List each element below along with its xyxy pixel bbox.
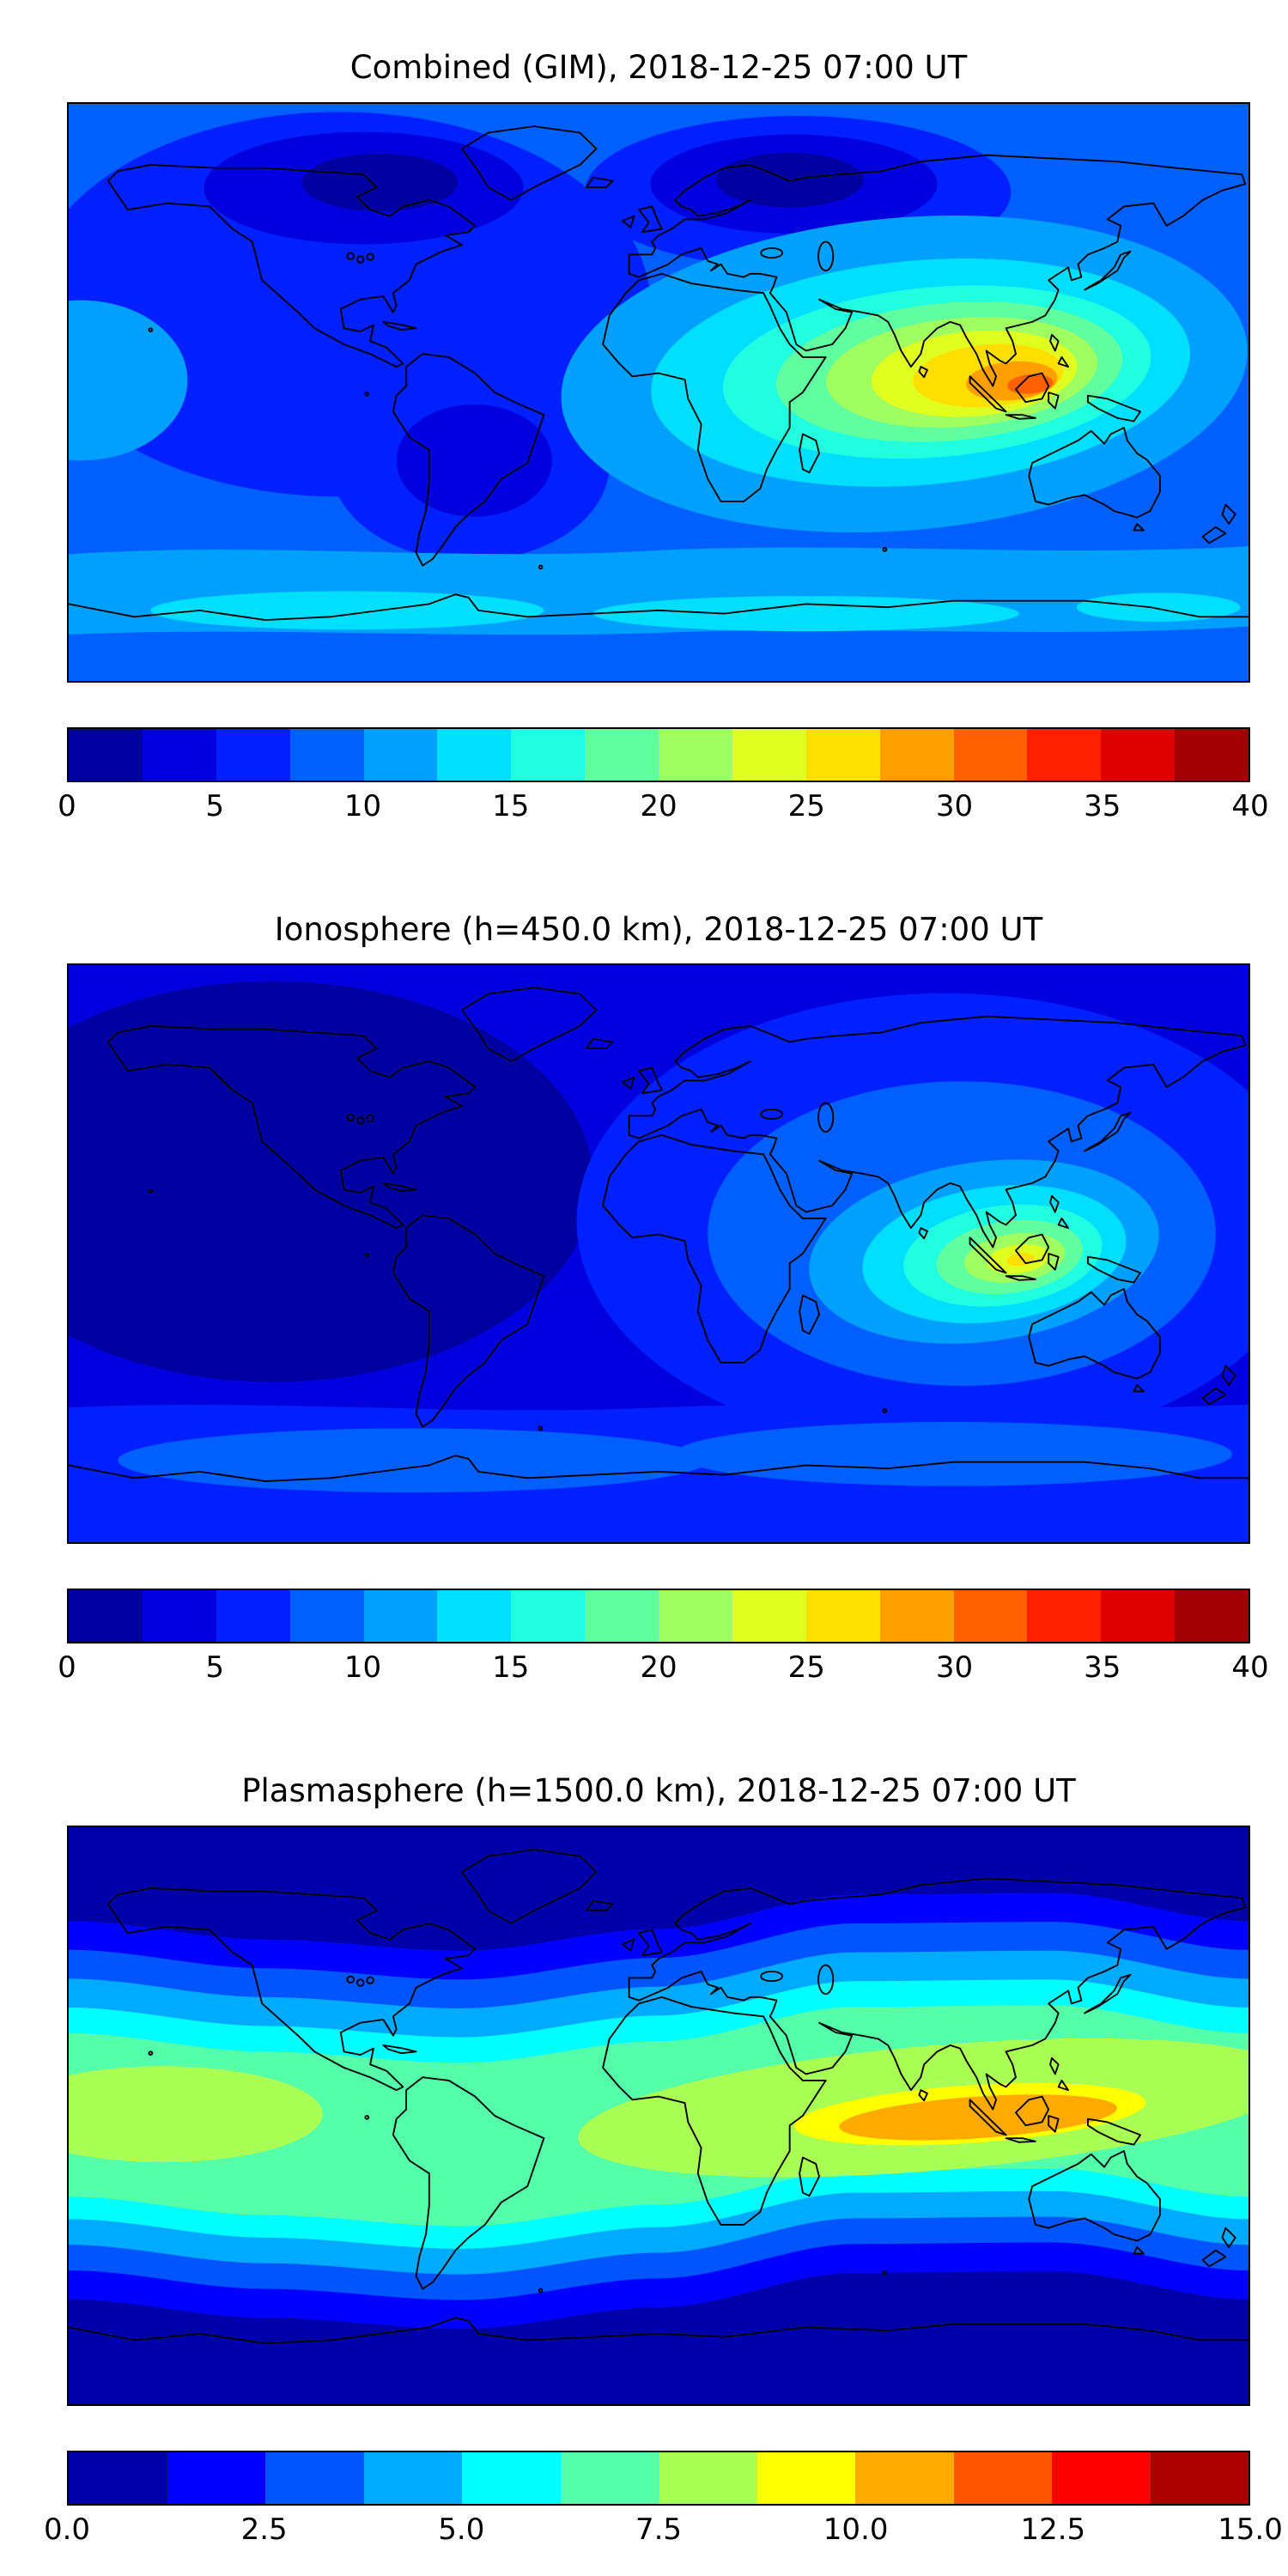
colorbar-ionosphere [67,1589,1250,1644]
colorbar-segment [953,728,1028,781]
colorbar-tick-label: 5 [205,1650,225,1686]
colorbar-tick-label: 15 [492,788,530,823]
colorbar-tick-label: 25 [787,788,825,823]
colorbar-tick-label: 12.5 [1020,2512,1086,2547]
colorbar-segment [216,728,290,781]
colorbar-tick-label: 7.5 [635,2512,683,2547]
colorbar-segment [1027,728,1102,781]
colorbar-plasmasphere [67,2450,1250,2506]
map-combined [67,101,1250,683]
colorbar-segment [1175,1590,1249,1643]
colorbar-tick-label: 25 [787,1650,825,1686]
colorbar-tick-label: 20 [640,788,677,823]
colorbar-tick-label: 30 [935,1650,974,1686]
colorbar-segment [363,728,438,781]
colorbar-tick-label: 40 [1231,1650,1269,1686]
colorbar-segment [1101,728,1176,781]
colorbar-segment [69,728,143,781]
colorbar-segment [1027,1590,1102,1643]
colorbar-tick-label: 0 [58,788,76,823]
panel-ionosphere: Ionosphere (h=450.0 km), 2018-12-25 07:0… [0,910,1288,1692]
colorbar-tick-label: 35 [1084,788,1121,823]
contour-fills-ionosphere [69,965,1249,1543]
colorbar-tick-label: 30 [935,788,974,823]
map-plasmasphere [67,1825,1250,2406]
panel-title-plasmasphere: Plasmasphere (h=1500.0 km), 2018-12-25 0… [241,1772,1076,1810]
colorbar-tick-label: 40 [1231,788,1269,823]
colorbar-segment [1052,2451,1151,2504]
colorbar-segment [265,2451,364,2504]
colorbar-segment [585,1590,659,1643]
colorbar-segment [142,728,216,781]
panel-plasmasphere: Plasmasphere (h=1500.0 km), 2018-12-25 0… [0,1773,1288,2554]
colorbar-segment [659,1590,732,1643]
colorbar-tick-label: 10 [343,788,382,823]
colorbar-ticks-combined: 0 5 10 15 20 25 30 35 40 [58,788,1268,830]
contour-map-svg-plasmasphere [69,1826,1249,2404]
colorbar-segment [732,1590,806,1643]
colorbar-tick-label: 35 [1084,1650,1121,1686]
colorbar-segment [289,1590,364,1643]
colorbar-segment [659,2451,757,2504]
colorbar-combined [67,726,1250,782]
contour-fills-combined [69,103,1249,681]
colorbar-tick-label: 0 [58,1650,76,1686]
colorbar-segment [879,1590,954,1643]
contour-map-svg-ionosphere [69,965,1249,1543]
colorbar-segment [437,1590,512,1643]
colorbar-tick-label: 15 [492,1650,530,1686]
map-ionosphere [67,963,1250,1545]
colorbar-segment [805,1590,880,1643]
colorbar-tick-label: 2.5 [240,2512,288,2547]
colorbar-segment [805,728,880,781]
colorbar-ticks-plasmasphere: 0.0 2.5 5.0 7.5 10.0 12.5 15.0 [44,2512,1283,2554]
colorbar-segment [69,1590,143,1643]
colorbar-segment [855,2451,954,2504]
colorbar-segment [659,728,732,781]
colorbar-tick-label: 10.0 [823,2512,889,2547]
panel-title-ionosphere: Ionosphere (h=450.0 km), 2018-12-25 07:0… [274,910,1043,948]
panel-title-combined: Combined (GIM), 2018-12-25 07:00 UT [349,49,968,86]
colorbar-segment [462,2451,561,2504]
colorbar-segment [511,1590,586,1643]
colorbar-segment [216,1590,290,1643]
colorbar-tick-label: 15.0 [1218,2512,1283,2547]
colorbar-segment [953,2451,1052,2504]
colorbar-tick-label: 10 [343,1650,382,1686]
colorbar-ticks-ionosphere: 0 5 10 15 20 25 30 35 40 [58,1650,1268,1692]
colorbar-segment [879,728,954,781]
colorbar-segment [363,1590,438,1643]
colorbar-tick-label: 0.0 [43,2512,91,2547]
colorbar-segment [1175,728,1249,781]
colorbar-segment [142,1590,216,1643]
colorbar-segment [732,728,806,781]
colorbar-tick-label: 5.0 [438,2512,485,2547]
colorbar-segment [953,1590,1028,1643]
colorbar-segment [437,728,512,781]
contour-fills-plasmasphere [69,1826,1249,2404]
colorbar-tick-label: 20 [640,1650,677,1686]
colorbar-segment [1101,1590,1176,1643]
colorbar-segment [511,728,586,781]
colorbar-segment [69,2451,167,2504]
contour-map-svg-combined [69,103,1249,681]
colorbar-segment [585,728,659,781]
colorbar-segment [167,2451,265,2504]
colorbar-tick-label: 5 [205,788,225,823]
colorbar-segment [1150,2451,1249,2504]
colorbar-segment [756,2451,855,2504]
colorbar-segment [560,2451,659,2504]
colorbar-segment [363,2451,462,2504]
colorbar-segment [289,728,364,781]
panel-combined-gim: Combined (GIM), 2018-12-25 07:00 UT [0,49,1288,830]
